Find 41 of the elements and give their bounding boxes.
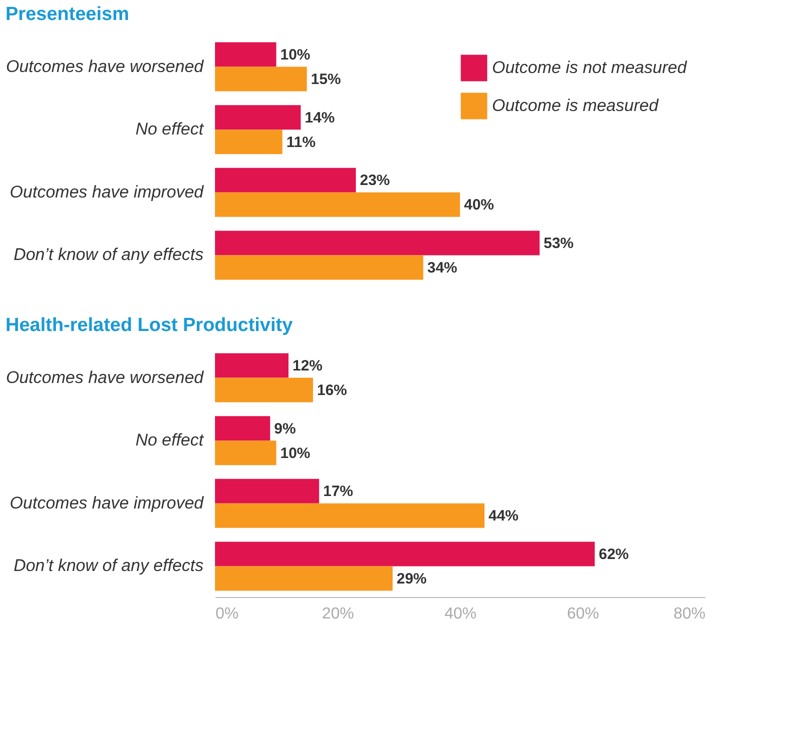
data-label: 15% (310, 71, 341, 88)
data-label: 34% (427, 259, 458, 276)
bar (215, 255, 424, 280)
y-tick-label: Outcomes have worsened (6, 368, 204, 387)
bar (215, 130, 282, 154)
x-tick-label: 40% (444, 606, 477, 622)
bar (215, 168, 356, 192)
data-label: 10% (280, 46, 310, 64)
x-tick-label: 60% (566, 606, 600, 622)
bar (215, 230, 540, 256)
data-label: 16% (317, 382, 348, 400)
y-tick-label: Outcomes have worsened (6, 56, 204, 76)
bar (215, 105, 301, 130)
bar (215, 66, 307, 92)
data-label: 17% (323, 483, 354, 500)
chart-title: Health-related Lost Productivity (6, 315, 294, 336)
y-tick-label: No effect (135, 430, 205, 450)
data-label: 11% (286, 134, 316, 151)
y-tick-label: Outcomes have improved (10, 182, 204, 202)
data-label: 23% (360, 172, 390, 190)
data-label: 40% (464, 196, 494, 214)
y-tick-label: Outcomes have improved (10, 493, 204, 512)
data-label: 12% (292, 358, 323, 375)
data-label: 53% (544, 234, 574, 252)
data-label: 29% (396, 570, 427, 588)
bar (215, 192, 460, 217)
legend-label: Outcome is measured (492, 96, 659, 115)
x-tick-label: 0% (216, 606, 239, 622)
data-label: 14% (304, 109, 335, 126)
data-label: 62% (598, 546, 629, 563)
x-tick-label: 20% (322, 606, 354, 622)
data-label: 9% (274, 420, 296, 438)
y-tick-label: Don’t know of any effects (14, 245, 204, 264)
data-label: 10% (280, 444, 310, 462)
bar (215, 42, 276, 67)
y-tick-label: Don’t know of any effects (14, 556, 204, 576)
chart-title: Presenteeism (6, 4, 130, 25)
x-tick-label: 80% (673, 606, 706, 622)
y-tick-label: No effect (135, 120, 205, 139)
data-label: 44% (488, 508, 519, 525)
legend-label: Outcome is not measured (492, 58, 688, 77)
